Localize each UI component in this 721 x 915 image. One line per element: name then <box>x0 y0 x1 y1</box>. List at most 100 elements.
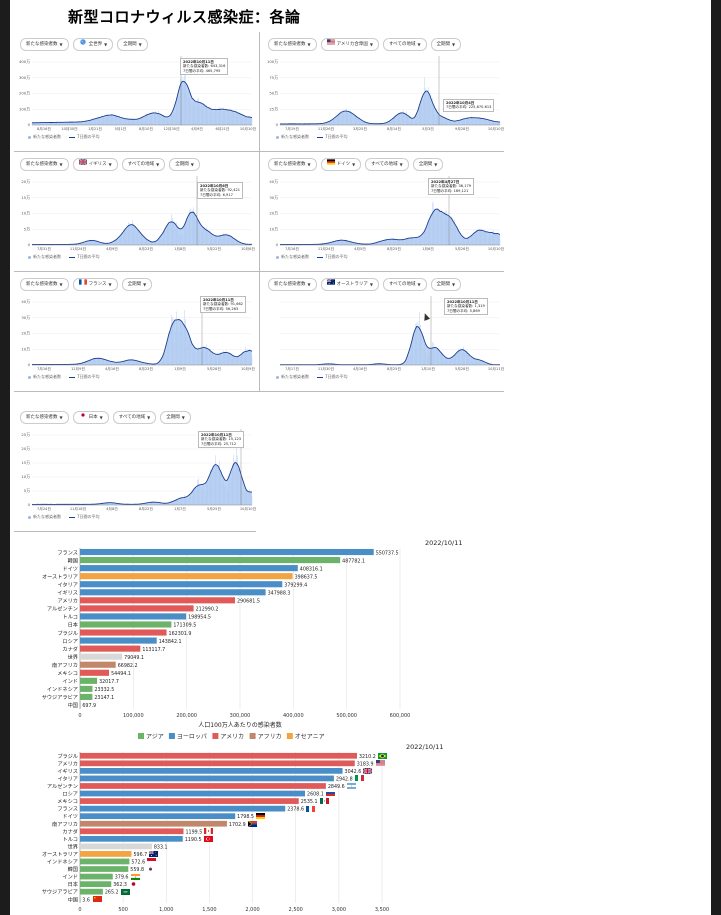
country-flag-icon <box>319 798 329 804</box>
value-label: 3183.9 <box>357 761 374 767</box>
country-dropdown[interactable]: フランス ▼ <box>72 278 118 291</box>
period-dropdown[interactable]: 全期間 ▼ <box>169 158 200 171</box>
category-label: 世界 <box>68 842 78 850</box>
x-tick-label: 1月21日 <box>88 126 102 131</box>
x-tick-label: 7月17日 <box>285 366 299 371</box>
metric-dropdown[interactable]: 新たな感染者数 ▼ <box>268 278 317 291</box>
legend-line-icon <box>317 376 323 378</box>
x-tick-label: 3,500 <box>375 907 389 913</box>
metric-dropdown[interactable]: 新たな感染者数 ▼ <box>268 38 317 51</box>
period-dropdown[interactable]: 全期間 ▼ <box>430 38 462 51</box>
hover-tooltip: 2022年10月11日 新たな感染者数: 15,123 7日間の平均: 25,712 <box>198 431 245 449</box>
value-label: 2608.1 <box>307 792 324 798</box>
x-axis-title: 人口100万人あたりの感染者数 <box>198 721 281 729</box>
legend-avg-label: 7日間の平均 <box>77 134 100 139</box>
country-dropdown[interactable]: 日本 ▼ <box>72 411 109 424</box>
bar <box>80 768 343 774</box>
bar <box>80 858 130 865</box>
tooltip-date: 2022年10月11日 <box>203 298 234 302</box>
country-dropdown[interactable]: ドイツ ▼ <box>320 158 362 171</box>
legend-line-icon <box>69 256 75 258</box>
legend-label: オセアニア <box>295 733 325 740</box>
hover-tooltip: 2022年10月11日 新たな感染者数: 643,316 7日間の平均: 465,7… <box>180 58 229 76</box>
region-dropdown[interactable]: すべての地域 ▼ <box>382 38 427 51</box>
period-dropdown[interactable]: 全期間 ▼ <box>412 158 444 171</box>
trend-legend: 新たな感染者数 7日間の平均 <box>276 254 348 260</box>
legend-daily-label: 新たな感染者数 <box>281 374 309 379</box>
country-flag-icon <box>375 760 385 767</box>
tooltip-daily: 新たな感染者数: 36,179 <box>431 184 472 189</box>
country-flag-icon <box>130 873 140 880</box>
period-dropdown-label: 全期間 <box>127 282 142 287</box>
legend-daily-label: 新たな感染者数 <box>33 374 61 379</box>
country-flag-icon <box>326 159 335 170</box>
value-label: 143842.1 <box>159 639 182 645</box>
chevron-down-icon: ▼ <box>59 282 63 287</box>
period-dropdown[interactable]: 全期間 ▼ <box>160 411 191 424</box>
category-label: インドネシア <box>47 686 78 693</box>
hover-tooltip: 2022年10月11日 新たな感染者数: 91,662 7日間の平均: 56,263 <box>200 296 247 314</box>
country-dropdown[interactable]: アメリカ合衆国 ▼ <box>320 38 379 51</box>
country-flag-icon <box>149 850 159 857</box>
value-label: 3042.6 <box>345 769 362 775</box>
period-dropdown[interactable]: 全期間 ▼ <box>117 38 148 51</box>
metric-dropdown[interactable]: 新たな感染者数 ▼ <box>268 158 317 171</box>
category-label: 中国 <box>68 701 78 709</box>
y-tick-label: 40万 <box>269 179 278 184</box>
category-label: アルゼンチン <box>47 605 78 613</box>
x-tick-label: 7月19日 <box>285 126 299 131</box>
legend-avg: 7日間の平均 <box>317 374 348 380</box>
bar <box>80 775 334 782</box>
period-dropdown[interactable]: 全期間 ▼ <box>121 278 153 291</box>
period-dropdown-label: 全期間 <box>123 42 137 47</box>
region-dropdown[interactable]: すべての地域 ▼ <box>121 158 166 171</box>
country-flag-icon <box>78 279 87 290</box>
region-dropdown[interactable]: すべての地域 ▼ <box>365 158 409 171</box>
legend-line-icon <box>317 136 323 138</box>
country-dropdown-label: アメリカ合衆国 <box>336 42 368 47</box>
horizontal-bar-chart: 2022/10/11 0 500 1,000 1,500 2,000 2,500 3,000 3… <box>42 743 444 913</box>
bar <box>80 629 167 636</box>
y-tick-label: 20万 <box>21 331 30 336</box>
y-tick-label: 100万 <box>19 106 30 111</box>
y-tick-label: 5万 <box>24 488 30 493</box>
legend-line-icon <box>69 136 75 138</box>
seven-day-average-area <box>280 209 500 245</box>
category-label: ロシア <box>62 638 78 645</box>
value-label: 79049.1 <box>124 655 144 661</box>
region-dropdown[interactable]: すべての地域 ▼ <box>112 411 157 424</box>
value-label: 2849.6 <box>328 784 345 790</box>
value-label: 550737.5 <box>376 550 399 556</box>
country-dropdown[interactable]: イギリス ▼ <box>72 158 118 171</box>
metric-dropdown[interactable]: 新たな感染者数 ▼ <box>20 411 69 424</box>
trend-chart: 7月17日 11月30日 4月16日 8月25日 1月10日 5月28日 10月11日 <box>279 296 504 371</box>
metric-dropdown[interactable]: 新たな感染者数 ▼ <box>20 38 69 51</box>
period-dropdown-label: 全期間 <box>166 415 180 420</box>
legend-avg-label: 7日間の平均 <box>325 134 348 139</box>
value-label: 212990.2 <box>196 607 219 613</box>
legend-swatch <box>168 733 175 739</box>
bar <box>80 760 355 767</box>
bar <box>80 888 103 895</box>
category-label: トルコ <box>63 836 78 843</box>
x-tick-label: 8月16日 <box>37 126 51 131</box>
country-dropdown[interactable]: 全世界 ▼ <box>72 38 114 51</box>
y-tick-label: 0 <box>28 242 31 247</box>
region-dropdown[interactable]: すべての地域 ▼ <box>382 278 427 291</box>
metric-dropdown[interactable]: 新たな感染者数 ▼ <box>20 278 69 291</box>
country-dropdown[interactable]: オーストラリア ▼ <box>320 278 379 291</box>
legend-daily: 新たな感染者数 <box>276 134 309 140</box>
tooltip-avg: 7日間の平均: 465,795 <box>183 68 221 73</box>
x-tick-label: 10月10日 <box>488 126 504 131</box>
legend-avg-label: 7日間の平均 <box>77 374 100 379</box>
metric-dropdown[interactable]: 新たな感染者数 ▼ <box>20 158 69 171</box>
x-tick-label: 3月25日 <box>353 126 367 131</box>
category-label: ブラジル <box>57 752 78 760</box>
x-tick-label: 4月9日 <box>106 246 118 251</box>
period-dropdown[interactable]: 全期間 ▼ <box>430 278 462 291</box>
bar <box>80 805 286 812</box>
trend-legend: 新たな感染者数 7日間の平均 <box>28 374 100 380</box>
value-label: 362.3 <box>113 882 127 888</box>
legend-avg: 7日間の平均 <box>69 374 100 380</box>
legend-line-icon <box>69 516 75 518</box>
